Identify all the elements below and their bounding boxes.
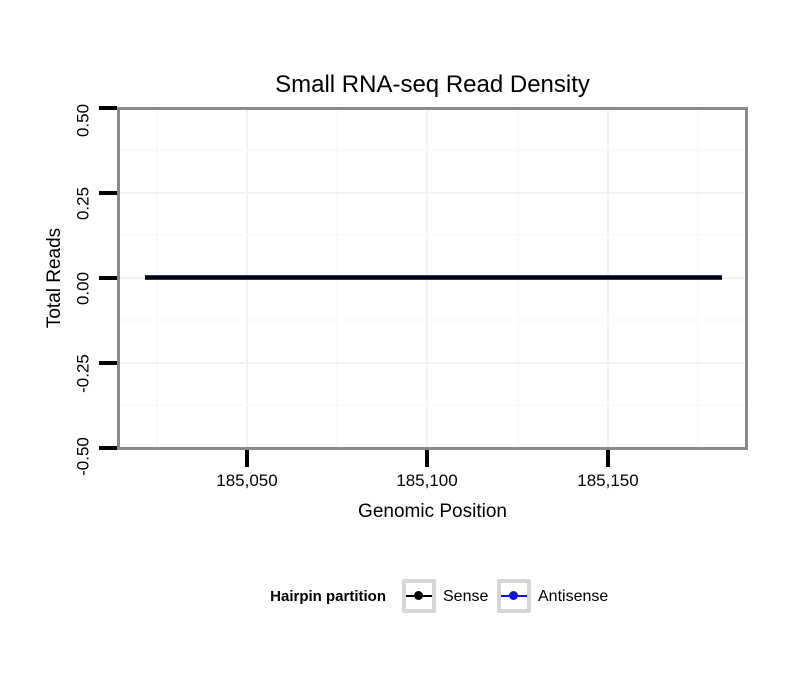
- y-axis-title: Total Reads: [44, 227, 65, 329]
- x-axis-tick: [606, 450, 610, 467]
- y-tick-label: 0.25: [73, 186, 93, 221]
- y-axis-tick: [99, 106, 117, 110]
- legend-key-sense: [402, 579, 436, 613]
- x-tick-label: 185,150: [577, 471, 639, 490]
- antisense-point-swatch: [509, 591, 518, 600]
- chart-title: Small RNA-seq Read Density: [275, 71, 590, 98]
- legend-title: Hairpin partition: [270, 588, 386, 605]
- grid-line-horizontal-major: [120, 192, 745, 194]
- legend-label-antisense: Antisense: [538, 588, 609, 605]
- grid-line-horizontal-minor: [120, 149, 745, 151]
- grid-line-horizontal-major: [120, 362, 745, 364]
- grid-line-horizontal-minor: [120, 404, 745, 406]
- y-tick-label: 0.00: [73, 271, 93, 306]
- y-tick-label: -0.50: [73, 437, 93, 476]
- grid-line-horizontal-minor: [120, 234, 745, 236]
- grid-line-horizontal-minor: [120, 319, 745, 321]
- x-tick-label: 185,050: [216, 471, 278, 490]
- series-line-sense-antisense: [145, 275, 722, 280]
- y-tick-label: 0.50: [73, 103, 93, 138]
- y-axis-tick: [99, 276, 117, 280]
- x-axis-title: Genomic Position: [358, 501, 507, 522]
- x-axis-tick: [425, 450, 429, 467]
- y-axis-tick: [99, 446, 117, 450]
- sense-point-swatch: [414, 591, 423, 600]
- plot-panel: [117, 107, 748, 450]
- x-axis-tick: [245, 450, 249, 467]
- y-tick-label: -0.25: [73, 354, 93, 393]
- x-tick-label: 185,100: [396, 471, 458, 490]
- y-axis-tick: [99, 191, 117, 195]
- legend-key-antisense: [497, 579, 531, 613]
- y-axis-tick: [99, 361, 117, 365]
- legend-label-sense: Sense: [443, 588, 489, 605]
